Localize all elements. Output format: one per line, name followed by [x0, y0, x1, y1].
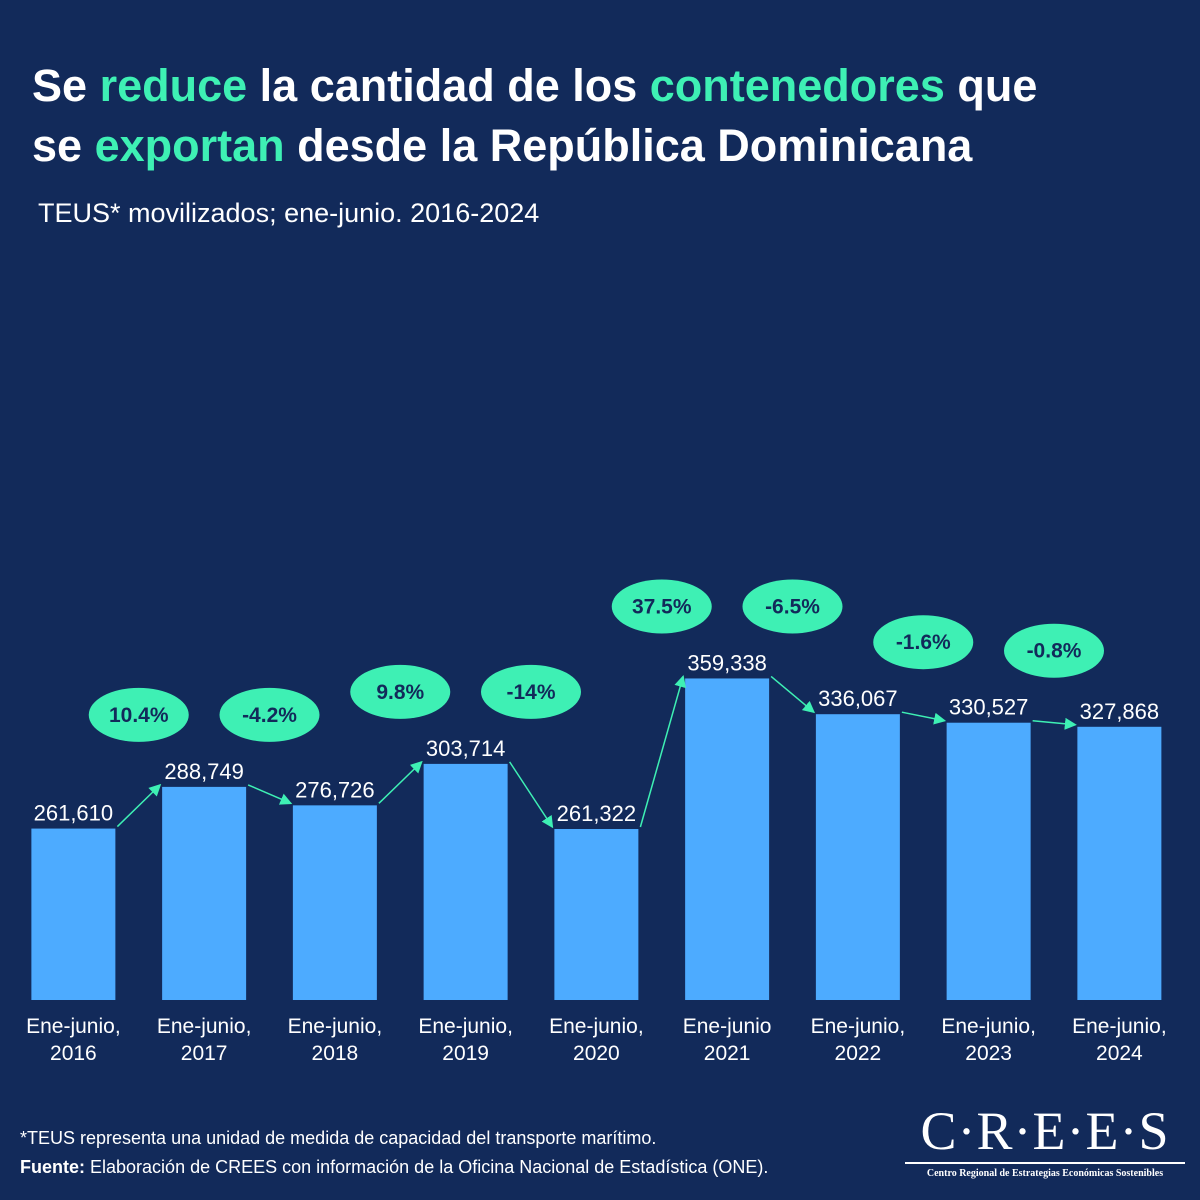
source-label: Fuente:	[20, 1157, 85, 1177]
x-tick-label: Ene-junio, 2019	[418, 1015, 513, 1065]
title-part: contenedores	[649, 60, 945, 111]
change-bubble	[873, 615, 974, 670]
change-label: -14%	[506, 681, 555, 704]
x-tick-label: Ene-junio, 2016	[26, 1015, 121, 1065]
subtitle: TEUS* movilizados; ene-junio. 2016-2024	[38, 198, 540, 228]
x-tick-label: Ene-junio, 2020	[549, 1015, 644, 1065]
change-label: -4.2%	[242, 704, 297, 727]
change-arrow	[901, 711, 947, 725]
x-tick-label: Ene-junio, 2017	[156, 1015, 252, 1065]
x-tick-label: Ene-junio, 2024	[1072, 1015, 1167, 1065]
source-text: Elaboración de CREES con información de …	[90, 1157, 769, 1177]
title-part: se	[32, 120, 83, 171]
title-part: desde la República Dominicana	[297, 120, 973, 171]
note: *TEUS representa una unidad de medida de…	[20, 1128, 657, 1148]
value-label: 303,714	[426, 736, 506, 761]
value-label: 359,338	[687, 650, 767, 675]
logo-text: C·R·E·E·S	[905, 1100, 1185, 1164]
value-label: 288,749	[164, 759, 244, 784]
change-bubble	[481, 664, 581, 719]
value-label: 330,527	[949, 695, 1029, 720]
title-part: Se	[32, 60, 88, 111]
bar	[685, 678, 770, 1000]
bar	[554, 829, 639, 1000]
title: Se reduce la cantidad de los contenedore…	[32, 56, 1037, 176]
value-label: 327,868	[1080, 699, 1160, 724]
value-label: 276,726	[295, 777, 375, 802]
change-arrow	[1032, 717, 1077, 730]
bar	[946, 722, 1031, 1000]
bar	[292, 805, 377, 1000]
x-tick-label: Ene-junio 2021	[682, 1015, 772, 1065]
change-arrow	[770, 675, 816, 714]
title-part: la cantidad de los	[259, 60, 638, 111]
change-arrow	[639, 675, 687, 828]
value-label: 336,067	[818, 686, 898, 711]
x-tick-label: Ene-junio, 2018	[287, 1015, 383, 1065]
logo: C·R·E·E·S Centro Regional de Estrategias…	[905, 1100, 1185, 1179]
bar	[162, 786, 247, 1000]
change-label: -6.5%	[765, 595, 820, 618]
title-part: exportan	[94, 120, 285, 171]
x-tick-label: Ene-junio, 2022	[810, 1015, 906, 1065]
change-arrow	[116, 783, 162, 828]
change-label: 37.5%	[632, 595, 692, 618]
change-bubble	[350, 664, 451, 719]
value-label: 261,322	[557, 801, 637, 826]
bar	[423, 763, 508, 1000]
title-line: se exportan desde la República Dominican…	[32, 116, 1037, 176]
change-label: -0.8%	[1027, 640, 1082, 663]
title-line: Se reduce la cantidad de los contenedore…	[32, 56, 1037, 116]
change-bubble	[611, 579, 712, 634]
x-tick-label: Ene-junio, 2023	[941, 1015, 1036, 1065]
change-arrow	[378, 760, 423, 804]
change-label: 9.8%	[376, 681, 424, 704]
change-arrow	[247, 784, 293, 805]
change-bubble	[742, 579, 843, 634]
change-label: -1.6%	[896, 631, 951, 654]
logo-subtitle: Centro Regional de Estrategias Económica…	[926, 1168, 1164, 1179]
value-label: 261,610	[34, 801, 114, 826]
title-part: reduce	[99, 60, 248, 111]
bar	[1077, 726, 1162, 1000]
change-label: 10.4%	[109, 704, 169, 727]
change-arrow	[508, 761, 554, 829]
change-bubble	[1004, 623, 1104, 678]
change-bubble	[219, 687, 320, 742]
bar	[815, 714, 900, 1000]
bar	[31, 828, 116, 1000]
title-part: que	[957, 60, 1038, 111]
change-bubble	[88, 687, 189, 742]
source: Fuente: Elaboración de CREES con informa…	[20, 1157, 768, 1178]
